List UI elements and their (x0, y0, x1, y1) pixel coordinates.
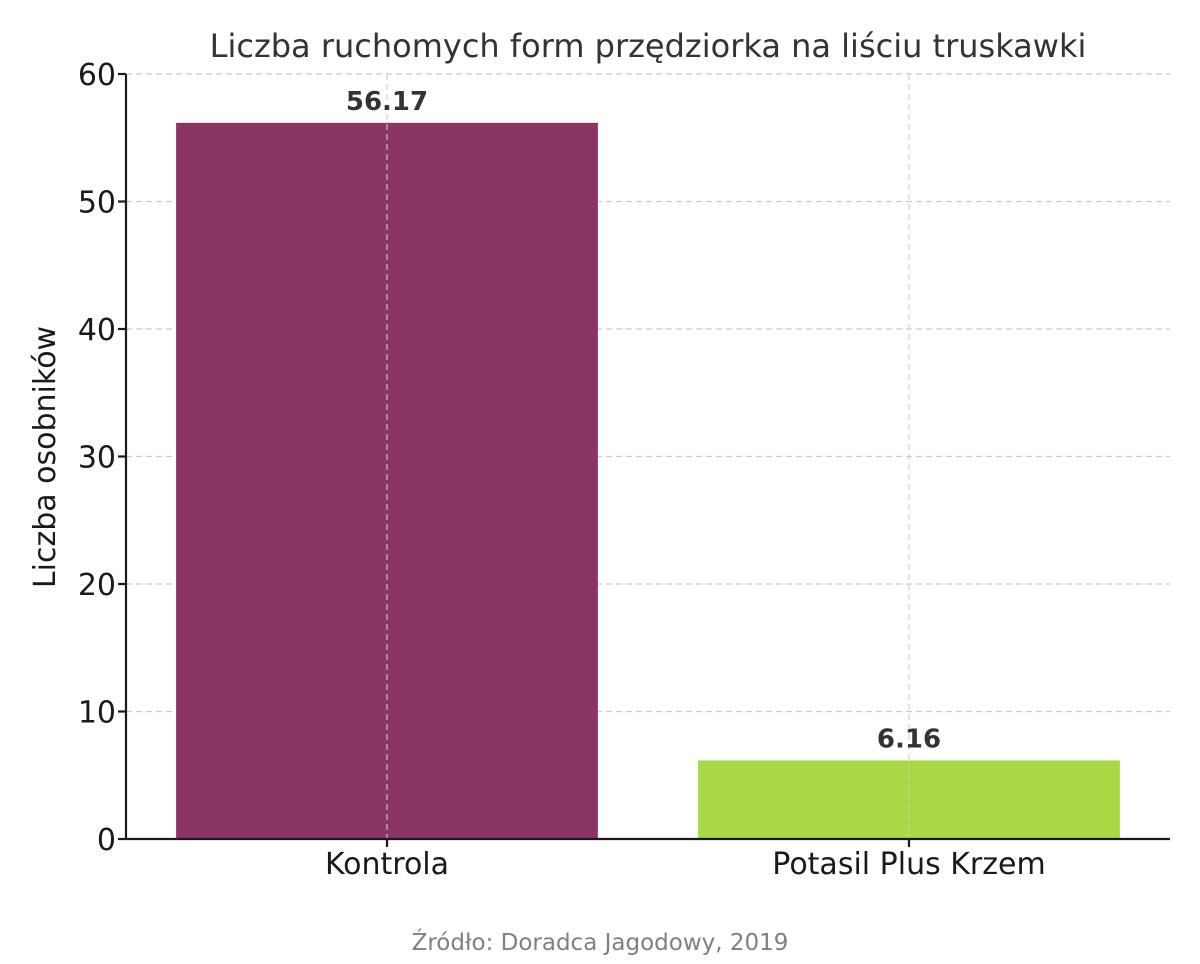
y-axis-label: Liczba osobników (28, 326, 63, 588)
y-tick-label: 60 (78, 58, 116, 93)
bar-1 (176, 122, 598, 839)
y-tick-label: 50 (78, 186, 116, 221)
bar-layer (176, 74, 1120, 839)
y-tick-label: 0 (97, 823, 116, 858)
y-tick-label: 30 (78, 441, 116, 476)
x-tick-label: Kontrola (325, 847, 449, 882)
axis-layer (118, 72, 1170, 847)
x-tick-label: Potasil Plus Krzem (772, 847, 1045, 882)
y-tick-label: 40 (78, 313, 116, 348)
data-label: 56.17 (346, 87, 428, 117)
data-label: 6.16 (877, 724, 941, 754)
chart-title: Liczba ruchomych form przędziorka na liś… (210, 27, 1087, 65)
label-layer: 0 10 20 30 40 50 60 Kontrola 56.17 Potasil Plus K… (78, 58, 1046, 882)
y-tick-label: 10 (78, 696, 116, 731)
source-note: Źródło: Doradca Jagodowy, 2019 (412, 928, 789, 956)
y-tick-label: 20 (78, 568, 116, 603)
